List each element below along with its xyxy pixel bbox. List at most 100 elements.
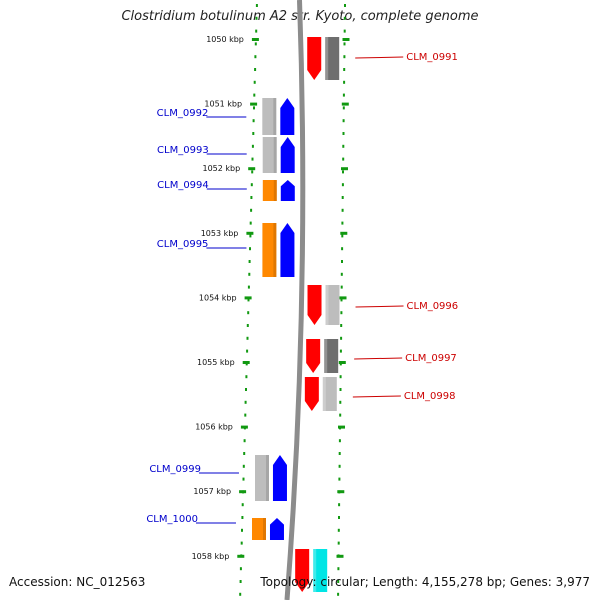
gene-label[interactable]: CLM_0994 [157,180,209,191]
scale-dot [247,311,250,315]
tick-dash-right [339,296,347,300]
gene-label[interactable]: CLM_0993 [157,145,209,156]
scale-dot [340,324,343,327]
scale-dot [341,183,344,187]
gene-label[interactable]: CLM_0998 [404,391,456,402]
cog-box-shade [266,455,269,501]
tick-dash-right [338,361,346,364]
cog-box-shade [325,285,329,325]
gene-clm_0995[interactable] [262,223,295,277]
scale-dot [248,260,251,263]
cog-box-shade [313,549,317,592]
scale-dot [251,170,254,174]
cog-box [313,549,328,592]
scale-dot [337,580,340,583]
tick-dash-left [251,38,259,41]
gene-unlabeled[interactable] [295,549,328,592]
tick-label: 1052 kbp [202,164,240,173]
frame-arrow [306,339,321,373]
frame-arrow [280,180,295,201]
tick-label: 1058 kbp [192,552,230,561]
gene-clm_0997[interactable] [306,339,339,373]
scale-dots-left [239,4,258,596]
scale-dot [242,464,245,468]
scale-dot [341,208,344,212]
scale-dot [343,68,346,71]
frame-arrow [280,137,295,173]
label-leader-line [355,56,404,59]
frame-arrow [307,285,322,325]
scale-dot [241,528,243,532]
gene-clm_0993[interactable] [262,137,295,173]
gene-clm_1000[interactable] [252,518,284,540]
scale-dot [343,16,346,20]
scale-dot [240,541,243,545]
scale-dot [247,285,250,289]
scale-dot [344,4,346,7]
scale-dot [246,349,249,353]
gene-label[interactable]: CLM_0991 [406,52,458,63]
cog-box-shade [273,180,277,201]
topology-text: Topology: circular; Length: 4,155,278 bp… [260,575,590,589]
scale-dot [253,106,255,110]
scale-dot [338,452,341,455]
tick-marks: 1050 kbp 1051 kbp 1052 kbp 1053 kbp 1054 kbp… [192,35,350,561]
scale-dot [251,157,254,161]
genes-layer [252,37,340,592]
gene-clm_0998[interactable] [304,377,337,411]
gene-label[interactable]: CLM_0997 [405,353,457,364]
tick-label: 1051 kbp [204,100,242,109]
tick-dash-right [342,38,350,41]
gene-clm_0992[interactable] [262,98,295,135]
gene-clm_0994[interactable] [262,180,295,201]
tick-label: 1056 kbp [195,423,233,432]
scale-dot [254,68,257,71]
frame-arrow [280,223,295,277]
tick-label: 1050 kbp [206,35,244,44]
scale-dot [245,388,247,391]
scale-dot [342,119,345,123]
scale-dot [338,439,341,443]
tick-dash-left [239,490,247,494]
scale-dot [342,132,345,135]
gene-label[interactable]: CLM_0996 [407,301,459,312]
cog-box [262,180,277,201]
scale-dot [254,55,257,59]
gene-clm_0999[interactable] [255,455,287,501]
scale-dot [253,93,256,97]
cog-box-shade [322,377,326,411]
scale-dot [239,592,242,596]
scale-dot [342,93,345,97]
scale-dot [338,477,341,481]
scale-dot [341,260,343,263]
gene-clm_0991[interactable] [307,37,340,80]
tick-dash-right [336,554,344,558]
frame-arrow [280,98,295,135]
cog-box [262,98,277,135]
cog-box-shade [273,98,277,135]
scale-dot [255,4,258,7]
tick-dash-left [250,102,258,106]
tick-dash-left [240,425,248,429]
frame-arrow [304,377,319,411]
cog-box [322,377,337,411]
frame-arrow [272,455,287,501]
genome-backbone [284,0,306,600]
tick-label: 1055 kbp [197,358,235,367]
tick-dash-right [341,102,349,106]
scale-dot [342,170,344,174]
frame-arrow [295,549,310,592]
gene-label[interactable]: CLM_0995 [157,239,209,250]
frame-arrow [269,518,284,540]
scale-dot [247,298,250,302]
gene-label[interactable]: CLM_1000 [146,514,198,525]
tick-dash-left [242,361,250,364]
scale-dot [339,375,342,379]
gene-label[interactable]: CLM_0992 [157,108,209,119]
scale-dot [338,503,341,507]
scale-dot [341,247,344,251]
scale-dot [244,413,247,417]
gene-clm_0996[interactable] [307,285,340,325]
gene-label[interactable]: CLM_0999 [149,464,201,475]
scale-dot [342,144,345,148]
